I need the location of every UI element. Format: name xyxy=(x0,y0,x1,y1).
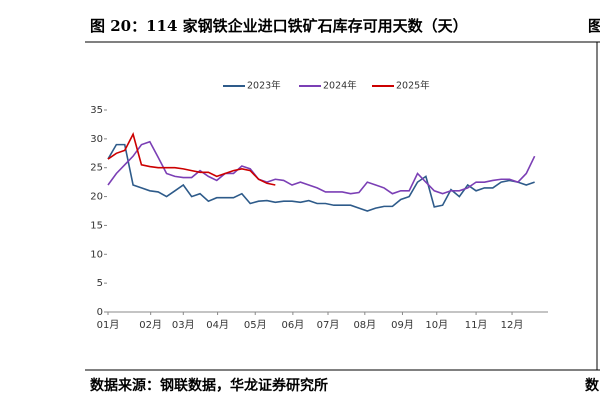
series-line xyxy=(107,140,536,195)
legend-label: 2023年 xyxy=(247,80,281,92)
y-tick-label: 35 xyxy=(90,105,103,116)
x-tick-label: 07月 xyxy=(317,319,340,331)
y-tick-label: 0 xyxy=(97,307,103,318)
y-tick-label: 20 xyxy=(90,192,103,203)
y-tick-label: 25 xyxy=(90,163,103,174)
figure-title: 图 20：114 家钢铁企业进口铁矿石库存可用天数（天） xyxy=(90,17,468,35)
series-line xyxy=(107,132,276,186)
figure-title-cut: 图 xyxy=(588,17,600,35)
x-tick-label: 11月 xyxy=(465,319,488,331)
x-tick-label: 01月 xyxy=(97,319,120,331)
x-tick-label: 03月 xyxy=(172,319,195,331)
y-tick-label: 15 xyxy=(90,220,103,231)
x-tick-label: 04月 xyxy=(206,319,229,331)
x-tick-label: 05月 xyxy=(244,319,267,331)
x-tick-label: 08月 xyxy=(353,319,376,331)
y-tick-label: 10 xyxy=(90,249,103,260)
y-tick-label: 5 xyxy=(97,278,103,289)
x-tick-label: 02月 xyxy=(139,319,162,331)
x-tick-label: 06月 xyxy=(282,319,305,331)
x-tick-label: 10月 xyxy=(425,319,448,331)
series-line xyxy=(107,143,535,212)
source-cut: 数 xyxy=(585,377,600,394)
x-tick-label: 12月 xyxy=(501,319,524,331)
legend-label: 2024年 xyxy=(323,80,357,92)
x-tick-label: 09月 xyxy=(391,319,414,331)
legend-label: 2025年 xyxy=(396,80,430,92)
source-note: 数据来源：钢联数据，华龙证券研究所 xyxy=(90,377,328,394)
y-tick-label: 30 xyxy=(90,134,103,145)
